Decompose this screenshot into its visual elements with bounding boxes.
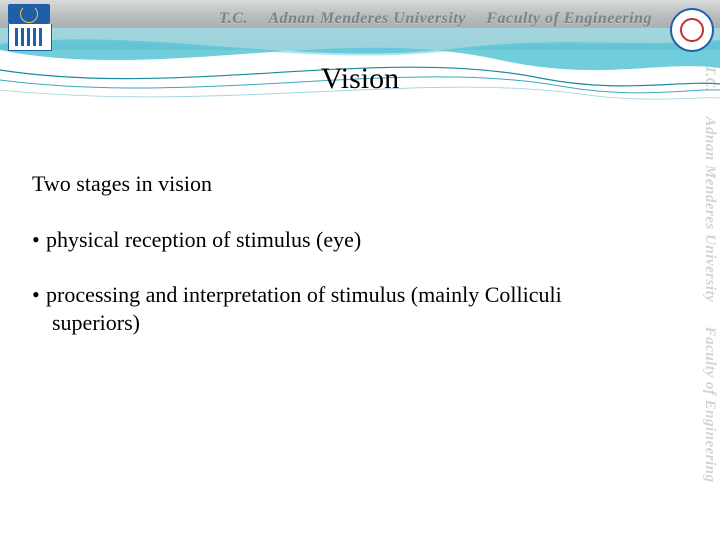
slide-title: Vision [0, 62, 720, 96]
bullet-1-text: physical reception of stimulus (eye) [46, 227, 361, 252]
university-logo-left [8, 4, 50, 52]
faculty-logo-right [670, 8, 714, 52]
logo-left-stripes [8, 24, 52, 51]
bullet-2: •processing and interpretation of stimul… [32, 281, 672, 336]
side-faculty: Faculty of Engineering [702, 327, 718, 483]
intro-text: Two stages in vision [32, 170, 672, 198]
stripes-icon [15, 28, 45, 46]
side-watermark-text: T.C. Adnan Menderes University Faculty o… [701, 55, 718, 493]
bullet-dot-icon: • [32, 226, 46, 254]
wreath-icon [20, 5, 38, 23]
gear-icon [680, 18, 704, 42]
header-text: T.C. Adnan Menderes University Faculty o… [211, 10, 660, 28]
header-university: Adnan Menderes University [268, 10, 465, 27]
header-tc: T.C. [219, 10, 248, 27]
bullet-dot-icon: • [32, 281, 46, 309]
header-faculty: Faculty of Engineering [486, 10, 652, 27]
bullet-2-cont: superiors) [32, 309, 672, 337]
slide-body: Two stages in vision •physical reception… [32, 170, 672, 364]
bullet-2-line1: processing and interpretation of stimulu… [46, 282, 562, 307]
logo-left-emblem [8, 4, 50, 24]
slide: T.C. Adnan Menderes University Faculty o… [0, 0, 720, 540]
bullet-1: •physical reception of stimulus (eye) [32, 226, 672, 254]
side-university: Adnan Menderes University [702, 117, 718, 303]
side-watermark: T.C. Adnan Menderes University Faculty o… [692, 55, 720, 535]
